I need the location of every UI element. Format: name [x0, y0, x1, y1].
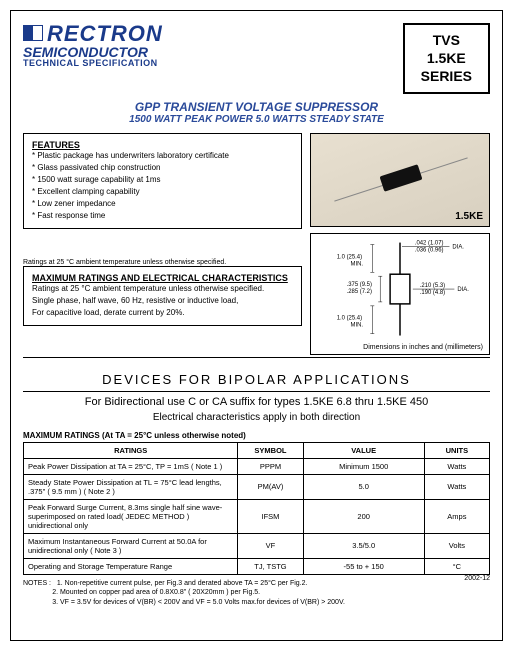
table-header-row: RATINGS SYMBOL VALUE UNITS	[24, 442, 490, 458]
table-title: MAXIMUM RATINGS (At TA = 25°C unless oth…	[23, 431, 490, 440]
brand-spec: TECHNICAL SPECIFICATION	[23, 59, 163, 68]
diode-body	[380, 164, 423, 192]
cell: VF	[238, 533, 303, 558]
title-block: GPP TRANSIENT VOLTAGE SUPPRESSOR 1500 WA…	[23, 100, 490, 125]
table-row: Peak Forward Surge Current, 8.3ms single…	[24, 499, 490, 533]
cell: Operating and Storage Temperature Range	[24, 558, 238, 574]
bidir-line2: Electrical characteristics apply in both…	[23, 412, 490, 423]
th-value: VALUE	[303, 442, 424, 458]
component-label: 1.5KE	[455, 211, 483, 222]
cell: TJ, TSTG	[238, 558, 303, 574]
dim-bdia: .210 (5.3)	[420, 283, 445, 289]
brand-sub: SEMICONDUCTOR	[23, 45, 163, 59]
cell: Watts	[424, 458, 489, 474]
table-row: Maximum Instantaneous Forward Current at…	[24, 533, 490, 558]
dim-bdia-s: DIA.	[457, 287, 469, 293]
max-l2: Single phase, half wave, 60 Hz, resistiv…	[32, 295, 293, 307]
left-column: FEATURES * Plastic package has underwrit…	[23, 133, 302, 355]
cell: -55 to + 150	[303, 558, 424, 574]
dim-d1s: DIA.	[452, 244, 464, 250]
dim-body: .375 (9.5)	[347, 282, 372, 288]
max-l3: For capacitive load, derate current by 2…	[32, 307, 293, 319]
table-body: Peak Power Dissipation at TA = 25°C, TP …	[24, 458, 490, 574]
th-ratings: RATINGS	[24, 442, 238, 458]
notes-block: NOTES : 1. Non-repetitive current pulse,…	[23, 579, 490, 608]
cell: °C	[424, 558, 489, 574]
brand-name: RECTRON	[23, 23, 163, 45]
cell: Peak Forward Surge Current, 8.3ms single…	[24, 499, 238, 533]
dim-lenb: MIN.	[351, 261, 364, 267]
cell: PPPM	[238, 458, 303, 474]
cell: 5.0	[303, 474, 424, 499]
right-column: 1.5KE .042 (1	[310, 133, 490, 355]
th-units: UNITS	[424, 442, 489, 458]
revision-date: 2002-12	[464, 575, 490, 582]
feature-item: * Fast response time	[32, 210, 293, 222]
dim-lenb2: MIN.	[351, 322, 364, 328]
page-border: RECTRON SEMICONDUCTOR TECHNICAL SPECIFIC…	[10, 10, 503, 641]
max-l1: Ratings at 25 °C ambient temperature unl…	[32, 283, 293, 295]
max-ratings-box: MAXIMUM RATINGS AND ELECTRICAL CHARACTER…	[23, 266, 302, 326]
feature-item: * 1500 watt surage capability at 1ms	[32, 174, 293, 186]
max-title: MAXIMUM RATINGS AND ELECTRICAL CHARACTER…	[32, 273, 293, 283]
th-symbol: SYMBOL	[238, 442, 303, 458]
cell: Steady State Power Dissipation at TL = 7…	[24, 474, 238, 499]
table-row: Peak Power Dissipation at TA = 25°C, TP …	[24, 458, 490, 474]
dimension-drawing: .042 (1.07) .036 (0.96) DIA. 1.0 (25.4) …	[311, 234, 489, 354]
dim-caption: Dimensions in inches and (millimeters)	[363, 344, 483, 351]
ratings-table: RATINGS SYMBOL VALUE UNITS Peak Power Di…	[23, 442, 490, 575]
series-box: TVS 1.5KE SERIES	[403, 23, 490, 94]
brand-name-text: RECTRON	[47, 23, 163, 45]
dim-d1: .042 (1.07)	[415, 240, 444, 246]
cell: 3.5/5.0	[303, 533, 424, 558]
component-image-box: 1.5KE	[310, 133, 490, 227]
cell: PM(AV)	[238, 474, 303, 499]
cell: IFSM	[238, 499, 303, 533]
dim-body-b: .285 (7.2)	[347, 289, 372, 295]
title-sub: 1500 WATT PEAK POWER 5.0 WATTS STEADY ST…	[23, 114, 490, 125]
notes-label: NOTES :	[23, 580, 51, 587]
dim-len: 1.0 (25.4)	[337, 254, 362, 260]
features-box: FEATURES * Plastic package has underwrit…	[23, 133, 302, 229]
section-title: DEVICES FOR BIPOLAR APPLICATIONS	[23, 372, 490, 387]
brand-icon	[23, 23, 43, 45]
cell: Minimum 1500	[303, 458, 424, 474]
cell: Maximum Instantaneous Forward Current at…	[24, 533, 238, 558]
bidir-line1: For Bidirectional use C or CA suffix for…	[23, 396, 490, 408]
note-item: 3. VF = 3.5V for devices of V(BR) < 200V…	[52, 599, 345, 606]
ratings-note: Ratings at 25 °C ambient temperature unl…	[23, 259, 302, 266]
dimension-box: .042 (1.07) .036 (0.96) DIA. 1.0 (25.4) …	[310, 233, 490, 355]
note-item: 2. Mounted on copper pad area of 0.8X0.8…	[52, 589, 260, 596]
mid-row: FEATURES * Plastic package has underwrit…	[23, 133, 490, 355]
cell: Amps	[424, 499, 489, 533]
dim-len2: 1.0 (25.4)	[337, 315, 362, 321]
dim-bdia-b: .190 (4.8)	[420, 290, 445, 296]
brand-block: RECTRON SEMICONDUCTOR TECHNICAL SPECIFIC…	[23, 23, 163, 68]
series-l2: 1.5KE	[421, 49, 472, 67]
cell: Volts	[424, 533, 489, 558]
feature-item: * Plastic package has underwriters labor…	[32, 150, 293, 162]
features-title: FEATURES	[32, 140, 293, 150]
title-main: GPP TRANSIENT VOLTAGE SUPPRESSOR	[23, 100, 490, 114]
divider	[23, 391, 490, 392]
feature-item: * Low zener impedance	[32, 198, 293, 210]
feature-item: * Excellent clamping capability	[32, 186, 293, 198]
table-row: Operating and Storage Temperature RangeT…	[24, 558, 490, 574]
series-l1: TVS	[421, 31, 472, 49]
note-item: 1. Non-repetitive current pulse, per Fig…	[57, 580, 308, 587]
header-row: RECTRON SEMICONDUCTOR TECHNICAL SPECIFIC…	[23, 23, 490, 94]
dim-d1b: .036 (0.96)	[415, 247, 444, 253]
cell: Peak Power Dissipation at TA = 25°C, TP …	[24, 458, 238, 474]
series-l3: SERIES	[421, 67, 472, 85]
cell: 200	[303, 499, 424, 533]
feature-item: * Glass passivated chip construction	[32, 162, 293, 174]
table-row: Steady State Power Dissipation at TL = 7…	[24, 474, 490, 499]
cell: Watts	[424, 474, 489, 499]
divider	[23, 357, 490, 358]
